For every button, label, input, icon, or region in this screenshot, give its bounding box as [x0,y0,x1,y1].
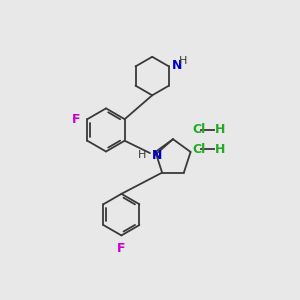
Text: F: F [117,242,126,255]
Text: N: N [152,149,163,162]
Text: Cl: Cl [192,123,206,136]
Text: H: H [215,143,226,156]
Text: H: H [138,150,146,160]
Text: F: F [72,113,80,126]
Text: H: H [179,56,187,66]
Text: Cl: Cl [192,143,206,156]
Text: N: N [172,59,182,72]
Text: H: H [215,123,226,136]
